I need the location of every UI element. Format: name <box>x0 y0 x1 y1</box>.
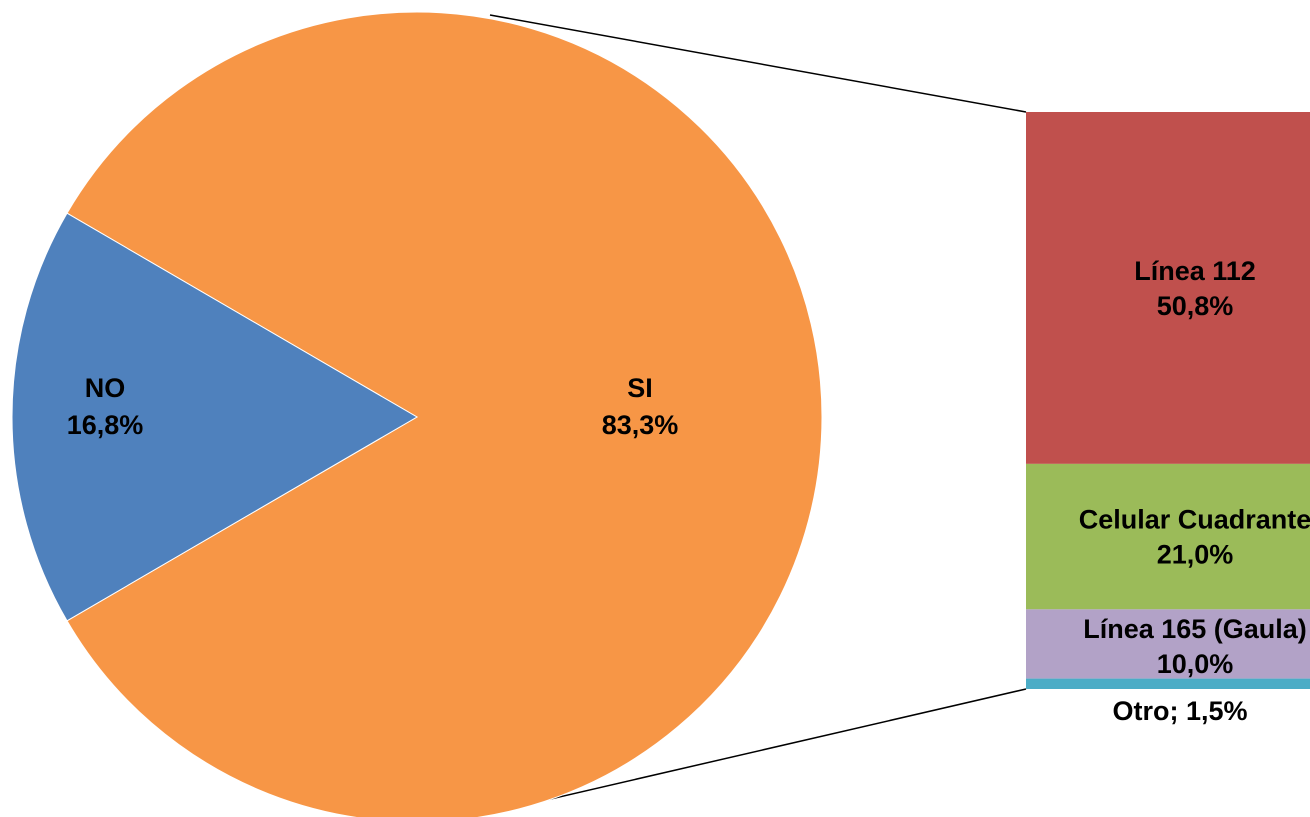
pie-slice-si <box>66 11 823 817</box>
data-labels: SI 83,3% NO 16,8% Línea 112 50,8% Celular Cuad… <box>67 256 1310 726</box>
bar-segment-linea-112 <box>1026 112 1310 464</box>
connector-line-top <box>489 14 1027 113</box>
connector-lines <box>489 14 1027 814</box>
pie-slice-no <box>11 212 418 622</box>
bar-segment-otro <box>1026 678 1310 689</box>
connector-line-bottom <box>489 688 1027 814</box>
bar-segment-linea-165-gaula <box>1026 609 1310 679</box>
bar-label-linea-165-gaula: Línea 165 (Gaula) 10,0% <box>1083 614 1307 679</box>
bar-label-celular-cuadrante: Celular Cuadrante 21,0% <box>1079 505 1310 570</box>
bar-segment-celular-cuadrante <box>1026 463 1310 610</box>
bar-label-otro: Otro; 1,5% <box>1112 696 1247 726</box>
bar-label-linea-112: Línea 112 50,8% <box>1134 256 1256 321</box>
stacked-bar <box>1026 112 1310 689</box>
pie-label-si: SI 83,3% <box>602 373 679 440</box>
pie-label-no: NO 16,8% <box>67 373 144 440</box>
pie <box>11 11 823 817</box>
